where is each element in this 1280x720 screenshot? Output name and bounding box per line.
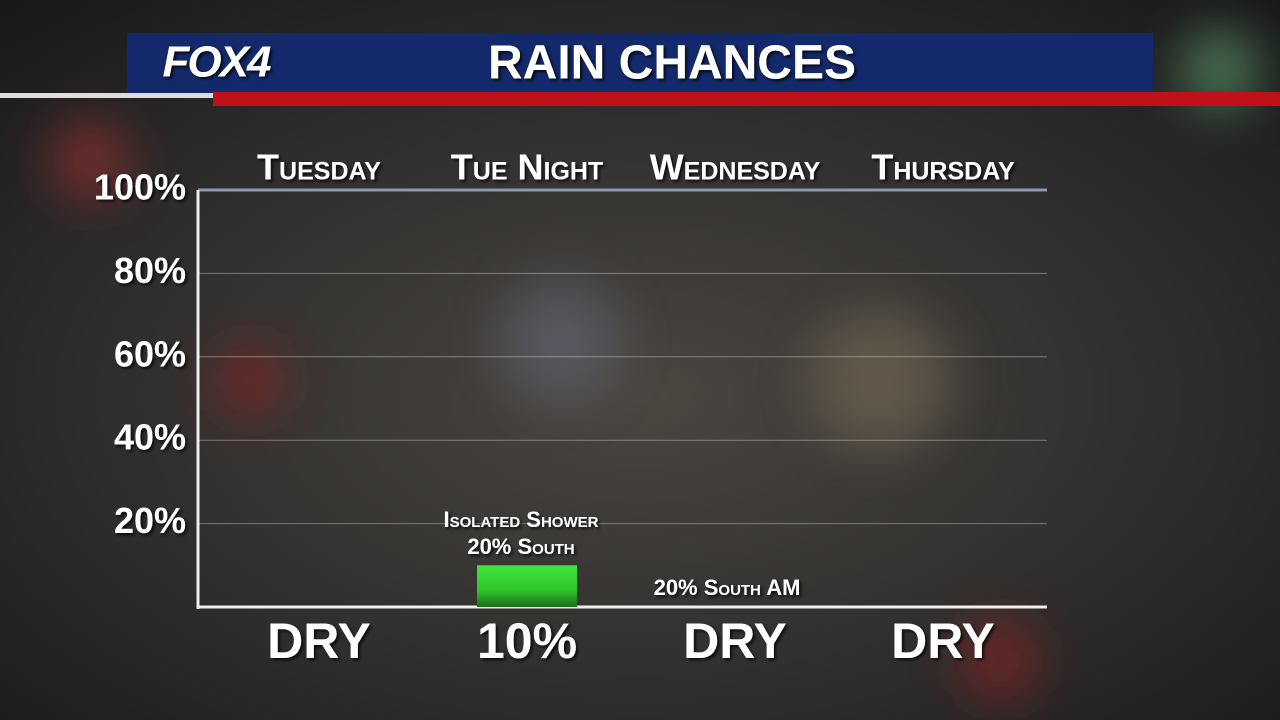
y-tick-label: 100%: [94, 167, 186, 208]
header-stripe: [213, 92, 1280, 106]
x-tick-label: Tuesday: [257, 147, 381, 188]
y-tick-label: 60%: [114, 333, 186, 374]
value-label: DRY: [267, 613, 371, 669]
header-line: [0, 93, 213, 98]
annotation: 20% South AM: [654, 575, 801, 600]
x-tick-label: Tue Night: [451, 147, 603, 188]
bar: [477, 565, 577, 607]
x-tick-label: Wednesday: [650, 147, 821, 188]
header-bar: [127, 33, 1153, 93]
annotation: 20% South: [467, 534, 574, 559]
value-label: DRY: [891, 613, 995, 669]
value-label: DRY: [683, 613, 787, 669]
annotation: Isolated Shower: [444, 507, 599, 532]
x-tick-label: Thursday: [871, 147, 1015, 188]
brand-logo: FOX4: [163, 38, 271, 87]
value-label: 10%: [477, 613, 577, 669]
y-tick-label: 80%: [114, 250, 186, 291]
bokeh: [50, 30, 1260, 700]
chart-title: RAIN CHANCES: [488, 37, 856, 90]
plot: 20% 40% 60% 80% 100% Tuesday DRY Tue Night 10% We…: [94, 147, 1047, 669]
y-tick-label: 20%: [114, 500, 186, 541]
y-tick-label: 40%: [114, 417, 186, 458]
